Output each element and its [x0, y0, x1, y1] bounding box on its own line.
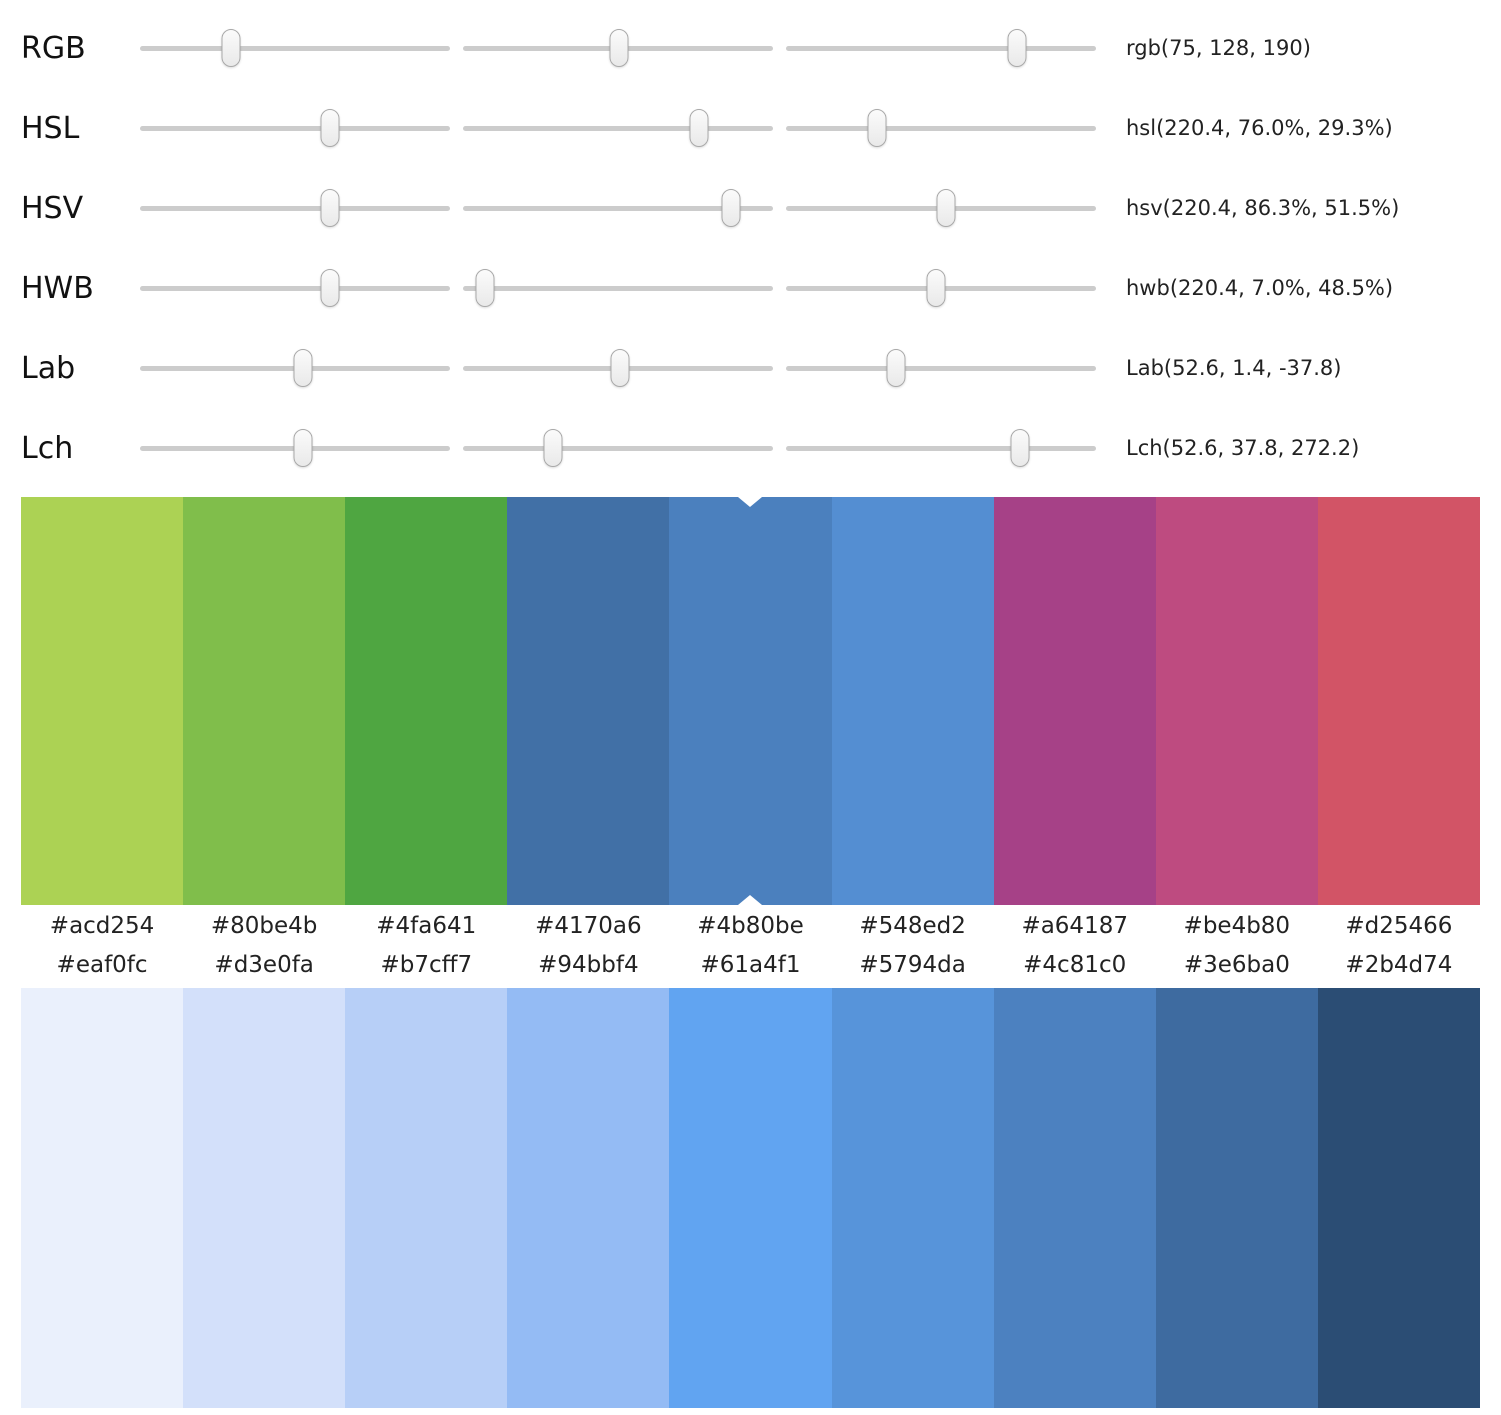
- hwb-b-slider[interactable]: [786, 269, 1096, 307]
- hsv-s-slider-thumb[interactable]: [721, 189, 741, 227]
- hex-label: #3e6ba0: [1183, 952, 1290, 978]
- rgb-r-slider-thumb[interactable]: [221, 29, 241, 67]
- hex-label: #b7cff7: [380, 952, 473, 978]
- slider-row-hsv: HSV hsv(220.4, 86.3%, 51.5%): [21, 168, 1501, 248]
- hsv-v-slider-thumb[interactable]: [936, 189, 956, 227]
- shade-swatch[interactable]: [1317, 988, 1480, 1408]
- hue-palette: [21, 497, 1480, 905]
- selection-notch-bottom-icon: [738, 895, 763, 905]
- shade-swatch[interactable]: [345, 988, 508, 1408]
- lab-b-slider-thumb[interactable]: [886, 349, 906, 387]
- row-label-hwb: HWB: [21, 270, 94, 306]
- hsv-value-text: hsv(220.4, 86.3%, 51.5%): [1126, 196, 1400, 220]
- hwb-h-slider[interactable]: [140, 269, 450, 307]
- hsl-s-slider-thumb[interactable]: [689, 109, 709, 147]
- hex-label: #eaf0fc: [56, 952, 148, 978]
- hsv-s-slider[interactable]: [463, 189, 773, 227]
- hex-label: #80be4b: [210, 913, 318, 939]
- hue-swatch[interactable]: [993, 497, 1156, 905]
- row-label-hsl: HSL: [21, 110, 80, 146]
- hue-swatch[interactable]: [831, 497, 994, 905]
- shade-swatch[interactable]: [21, 988, 184, 1408]
- hex-label: #61a4f1: [700, 952, 801, 978]
- shade-hex-labels: #eaf0fc #d3e0fa #b7cff7 #94bbf4 #61a4f1 …: [21, 948, 1480, 988]
- hwb-value-text: hwb(220.4, 7.0%, 48.5%): [1126, 276, 1394, 300]
- hex-label: #acd254: [49, 913, 155, 939]
- hsl-h-slider-thumb[interactable]: [320, 109, 340, 147]
- lab-l-slider-thumb[interactable]: [293, 349, 313, 387]
- lch-l-slider[interactable]: [140, 429, 450, 467]
- rgb-value-text: rgb(75, 128, 190): [1126, 36, 1311, 60]
- slider-row-lab: Lab Lab(52.6, 1.4, -37.8): [21, 328, 1501, 408]
- slider-row-lch: Lch Lch(52.6, 37.8, 272.2): [21, 408, 1501, 488]
- hwb-w-slider-thumb[interactable]: [475, 269, 495, 307]
- lab-l-slider[interactable]: [140, 349, 450, 387]
- lch-h-slider-thumb[interactable]: [1010, 429, 1030, 467]
- hue-swatch-selected[interactable]: [669, 497, 832, 905]
- shade-swatch[interactable]: [831, 988, 994, 1408]
- shade-swatch[interactable]: [669, 988, 832, 1408]
- row-label-lab: Lab: [21, 350, 76, 386]
- shade-palette: [21, 988, 1480, 1408]
- row-label-hsv: HSV: [21, 190, 84, 226]
- hex-label: #548ed2: [859, 913, 966, 939]
- hue-swatch[interactable]: [507, 497, 670, 905]
- hsv-h-slider-thumb[interactable]: [320, 189, 340, 227]
- lch-c-slider[interactable]: [463, 429, 773, 467]
- rgb-r-slider[interactable]: [140, 29, 450, 67]
- lch-c-slider-thumb[interactable]: [543, 429, 563, 467]
- hue-swatch[interactable]: [21, 497, 184, 905]
- hwb-w-slider[interactable]: [463, 269, 773, 307]
- hex-label: #4170a6: [535, 913, 642, 939]
- lch-h-slider[interactable]: [786, 429, 1096, 467]
- color-slider-panel: RGB rgb(75, 128, 190) HSL hsl(220.4, 76.…: [0, 0, 1501, 488]
- hex-label: #4b80be: [697, 913, 804, 939]
- rgb-g-slider-thumb[interactable]: [609, 29, 629, 67]
- rgb-b-slider-thumb[interactable]: [1007, 29, 1027, 67]
- slider-row-hwb: HWB hwb(220.4, 7.0%, 48.5%): [21, 248, 1501, 328]
- hwb-h-slider-thumb[interactable]: [320, 269, 340, 307]
- hex-label: #d25466: [1345, 913, 1453, 939]
- lch-l-slider-thumb[interactable]: [293, 429, 313, 467]
- lab-a-slider-thumb[interactable]: [610, 349, 630, 387]
- rgb-g-slider[interactable]: [463, 29, 773, 67]
- lab-value-text: Lab(52.6, 1.4, -37.8): [1126, 356, 1342, 380]
- hex-label: #5794da: [859, 952, 966, 978]
- hex-label: #d3e0fa: [214, 952, 314, 978]
- hue-swatch[interactable]: [345, 497, 508, 905]
- hex-label: #a64187: [1021, 913, 1128, 939]
- shade-swatch[interactable]: [183, 988, 346, 1408]
- row-label-lch: Lch: [21, 430, 74, 466]
- hex-label: #4fa641: [376, 913, 477, 939]
- rgb-b-slider[interactable]: [786, 29, 1096, 67]
- hex-label: #2b4d74: [1345, 952, 1453, 978]
- hue-swatch[interactable]: [183, 497, 346, 905]
- lab-b-slider[interactable]: [786, 349, 1096, 387]
- hsl-l-slider[interactable]: [786, 109, 1096, 147]
- shade-swatch[interactable]: [1155, 988, 1318, 1408]
- hue-swatch[interactable]: [1155, 497, 1318, 905]
- hex-label: #4c81c0: [1023, 952, 1127, 978]
- selection-notch-top-icon: [738, 497, 763, 507]
- shade-swatch[interactable]: [507, 988, 670, 1408]
- hsl-l-slider-thumb[interactable]: [867, 109, 887, 147]
- hue-swatch[interactable]: [1317, 497, 1480, 905]
- hsl-value-text: hsl(220.4, 76.0%, 29.3%): [1126, 116, 1393, 140]
- hsv-h-slider[interactable]: [140, 189, 450, 227]
- hex-label: #be4b80: [1183, 913, 1291, 939]
- slider-row-rgb: RGB rgb(75, 128, 190): [21, 8, 1501, 88]
- slider-row-hsl: HSL hsl(220.4, 76.0%, 29.3%): [21, 88, 1501, 168]
- row-label-rgb: RGB: [21, 30, 86, 66]
- hsv-v-slider[interactable]: [786, 189, 1096, 227]
- shade-swatch[interactable]: [993, 988, 1156, 1408]
- hex-label: #94bbf4: [538, 952, 639, 978]
- hsl-s-slider[interactable]: [463, 109, 773, 147]
- lch-value-text: Lch(52.6, 37.8, 272.2): [1126, 436, 1360, 460]
- lab-a-slider[interactable]: [463, 349, 773, 387]
- hue-hex-labels: #acd254 #80be4b #4fa641 #4170a6 #4b80be …: [21, 905, 1480, 948]
- hsl-h-slider[interactable]: [140, 109, 450, 147]
- hwb-b-slider-thumb[interactable]: [926, 269, 946, 307]
